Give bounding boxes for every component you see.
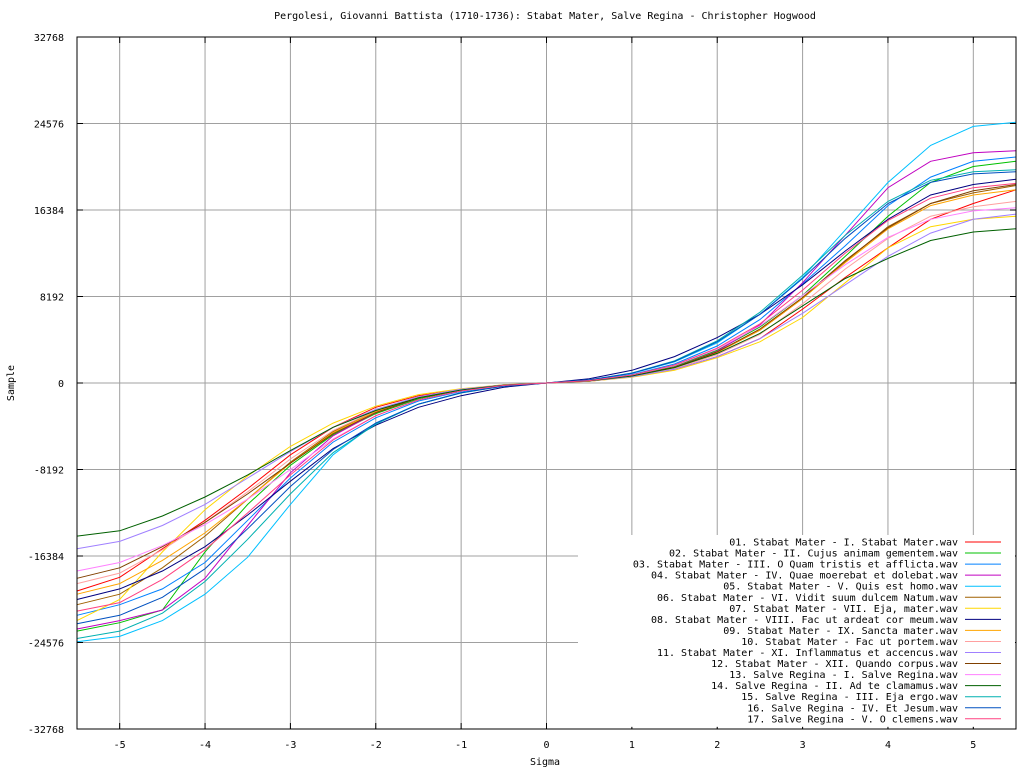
legend-label: 09. Stabat Mater - IX. Sancta mater.wav: [723, 626, 958, 637]
legend-label: 07. Stabat Mater - VII. Eja, mater.wav: [729, 604, 958, 615]
series-line-17: [76, 182, 1017, 612]
x-tick-label: -3: [284, 740, 296, 751]
y-tick-label: 8192: [40, 293, 64, 304]
y-axis-label: Sample: [6, 365, 17, 401]
x-tick-label: -2: [370, 740, 382, 751]
y-tick-label: 16384: [34, 206, 64, 217]
legend-label: 05. Stabat Mater - V. Quis est homo.wav: [723, 582, 958, 593]
legend-label: 10. Stabat Mater - Fac ut portem.wav: [741, 637, 958, 648]
legend-label: 01. Stabat Mater - I. Stabat Mater.wav: [729, 538, 958, 549]
legend-background: [578, 535, 1015, 727]
legend-label: 14. Salve Regina - II. Ad te clamamus.wa…: [711, 681, 958, 692]
x-tick-label: -5: [114, 740, 126, 751]
x-tick-label: -4: [199, 740, 211, 751]
x-tick-label: 3: [800, 740, 806, 751]
x-tick-label: 5: [970, 740, 976, 751]
x-tick-label: 0: [543, 740, 549, 751]
legend-label: 06. Stabat Mater - VI. Vidit suum dulcem…: [657, 593, 958, 604]
x-tick-label: 1: [629, 740, 635, 751]
x-tick-label: 2: [714, 740, 720, 751]
y-tick-label: 0: [58, 379, 64, 390]
legend-label: 08. Stabat Mater - VIII. Fac ut ardeat c…: [651, 615, 958, 626]
y-tick-label: 24576: [34, 120, 64, 131]
legend-label: 16. Salve Regina - IV. Et Jesum.wav: [747, 703, 958, 714]
legend-label: 11. Stabat Mater - XI. Inflammatus et ac…: [657, 648, 958, 659]
y-tick-label: -16384: [28, 552, 64, 563]
legend-label: 02. Stabat Mater - II. Cujus animam geme…: [669, 549, 958, 560]
y-tick-label: -8192: [34, 466, 64, 477]
x-tick-label: -1: [455, 740, 467, 751]
x-axis-label: Sigma: [530, 757, 560, 768]
legend-label: 15. Salve Regina - III. Eja ergo.wav: [741, 692, 958, 703]
y-tick-label: 32768: [34, 33, 64, 44]
y-tick-label: -24576: [28, 639, 64, 650]
x-tick-label: 4: [885, 740, 891, 751]
legend-label: 03. Stabat Mater - III. O Quam tristis e…: [633, 560, 958, 571]
legend-label: 17. Salve Regina - V. O clemens.wav: [747, 714, 958, 725]
chart-title: Pergolesi, Giovanni Battista (1710-1736)…: [274, 11, 816, 22]
legend-label: 04. Stabat Mater - IV. Quae moerebat et …: [651, 571, 958, 582]
legend-label: 13. Salve Regina - I. Salve Regina.wav: [729, 670, 958, 681]
y-tick-label: -32768: [28, 725, 64, 736]
legend-label: 12. Stabat Mater - XII. Quando corpus.wa…: [711, 659, 958, 670]
